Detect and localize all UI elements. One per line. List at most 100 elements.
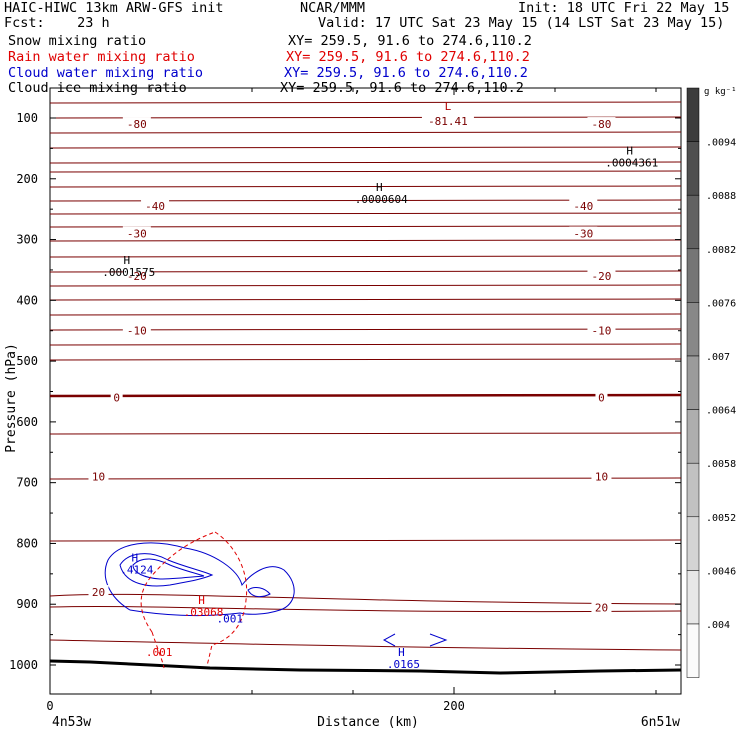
colorbar-swatch: [686, 570, 700, 625]
isotherm-label-bg: [591, 469, 612, 482]
y-tick-label: 500: [16, 354, 38, 368]
cloud-water-mid: [119, 553, 214, 587]
isotherm-label-bg: [421, 114, 474, 127]
extremum-value: .0001575: [102, 266, 155, 279]
extremum-value: .0000604: [355, 193, 408, 206]
colorbar-tick-label: .0088: [706, 191, 736, 202]
colorbar-tick-label: .0064: [706, 406, 736, 417]
y-tick-label: 1000: [9, 658, 38, 672]
cloud-water-bracket-left: [382, 633, 396, 647]
ground-line: [49, 659, 682, 675]
x-axis-title: Distance (km): [317, 715, 419, 730]
extremum-value: .4124: [120, 564, 153, 577]
isotherm-label: 10: [595, 471, 608, 484]
colorbar: .0094 .0088 .0082 .0076 .007 .0064 .0058 .0052.…: [686, 87, 736, 678]
extremum-marker: H: [132, 552, 139, 565]
isotherm-label-bg: [141, 199, 170, 212]
colorbar-swatch: [686, 623, 700, 678]
colorbar-tick-label: .0082: [706, 245, 736, 256]
x-tick-label: 0: [46, 699, 53, 713]
freezing-isotherm-line: [49, 393, 682, 398]
cloud-water-outer: [104, 542, 295, 617]
extremum-marker: H: [398, 646, 405, 659]
field-name-rain: Rain water mixing ratio: [8, 49, 195, 65]
y-axis-title: Pressure (hPa): [4, 343, 19, 453]
isotherm-line: [49, 593, 682, 605]
colorbar-swatch: [686, 248, 700, 303]
isotherm-line: [49, 313, 682, 316]
isotherm-label-bg: [88, 585, 109, 598]
colorbar-tick-label: .004: [706, 620, 730, 631]
left-endpoint-label: 4n53w: [52, 715, 91, 730]
y-tick-label: 400: [16, 293, 38, 307]
field-name-snow: Snow mixing ratio: [8, 33, 147, 49]
isotherm-label-bg: [88, 469, 109, 482]
isotherm-label: 10: [92, 471, 105, 484]
isotherm-line: [49, 101, 682, 104]
center-label: NCAR/MMM: [300, 0, 366, 16]
colorbar-swatch: [686, 516, 700, 571]
isotherm-label: -80: [592, 118, 612, 131]
isotherm-label-bg: [595, 390, 608, 403]
x-tick-label: 200: [443, 699, 465, 713]
isotherm-line: [49, 255, 682, 258]
isotherm-label-bg: [122, 269, 151, 282]
mixing-ratio-label: .001: [217, 612, 244, 625]
isotherm-line: [49, 131, 682, 134]
isotherm-label: -81.41: [428, 115, 468, 128]
colorbar-swatch: [686, 194, 700, 250]
isotherm-label: -40: [145, 200, 165, 213]
isotherm-line: [49, 239, 682, 242]
isotherm-line: [49, 639, 682, 651]
isotherm-label: 20: [595, 601, 608, 614]
isotherm-line: [49, 343, 682, 346]
field-xy-rain: XY= 259.5, 91.6 to 274.6,110.2: [286, 49, 530, 65]
y-tick-label: 300: [16, 233, 38, 247]
isotherm-line: [49, 161, 682, 164]
isotherm-label-bg: [569, 199, 598, 212]
isotherm-label: 0: [113, 392, 120, 405]
y-tick-label: 800: [16, 536, 38, 550]
colorbar-swatch: [686, 87, 700, 142]
isotherm-label: 20: [92, 586, 105, 599]
y-tick-label: 700: [16, 476, 38, 490]
isotherm-label: -40: [573, 200, 593, 213]
y-tick-label: 900: [16, 597, 38, 611]
isotherm-line: [49, 284, 682, 287]
model-title: HAIC-HIWC 13km ARW-GFS init: [4, 0, 224, 16]
colorbar-swatch: [686, 302, 700, 357]
isotherm-label: -20: [592, 270, 612, 283]
colorbar-tick-label: .0076: [706, 298, 736, 309]
isotherm-label: -30: [573, 227, 593, 240]
isotherm-label: -10: [127, 325, 147, 338]
isotherm-label-bg: [122, 117, 151, 130]
colorbar-swatch: [686, 141, 700, 196]
cloud-water-small: [247, 586, 271, 598]
isotherm-label-bg: [587, 117, 616, 130]
field-xy-cloud-water: XY= 259.5, 91.6 to 274.6,110.2: [284, 65, 528, 81]
y-tick-label: 600: [16, 415, 38, 429]
isotherm-line: [49, 170, 682, 173]
isotherm-label: -10: [592, 325, 612, 338]
field-xy-snow: XY= 259.5, 91.6 to 274.6,110.2: [288, 33, 532, 49]
colorbar-tick-label: .0058: [706, 459, 736, 470]
isotherm-label-bg: [587, 269, 616, 282]
isotherm-line: [49, 432, 682, 435]
colorbar-tick-label: .0052: [706, 513, 736, 524]
isotherm-line: [49, 225, 682, 228]
isotherm-line: [49, 539, 682, 542]
colorbar-swatch: [686, 409, 700, 464]
isotherm-line: [49, 298, 682, 301]
cloud-water-bracket-right: [429, 633, 448, 647]
isotherm-line: [49, 605, 682, 613]
isotherm-label: -30: [127, 227, 147, 240]
isotherm-line: [49, 270, 682, 273]
right-endpoint-label: 6n51w: [641, 715, 680, 730]
extremum-value: .0165: [387, 658, 420, 671]
init-time: Init: 18 UTC Fri 22 May 15: [518, 0, 730, 16]
isotherm-line: [49, 116, 682, 119]
extremum-value: .0004361: [605, 156, 658, 169]
isotherm-label-bg: [110, 390, 123, 403]
colorbar-swatch: [686, 355, 700, 410]
